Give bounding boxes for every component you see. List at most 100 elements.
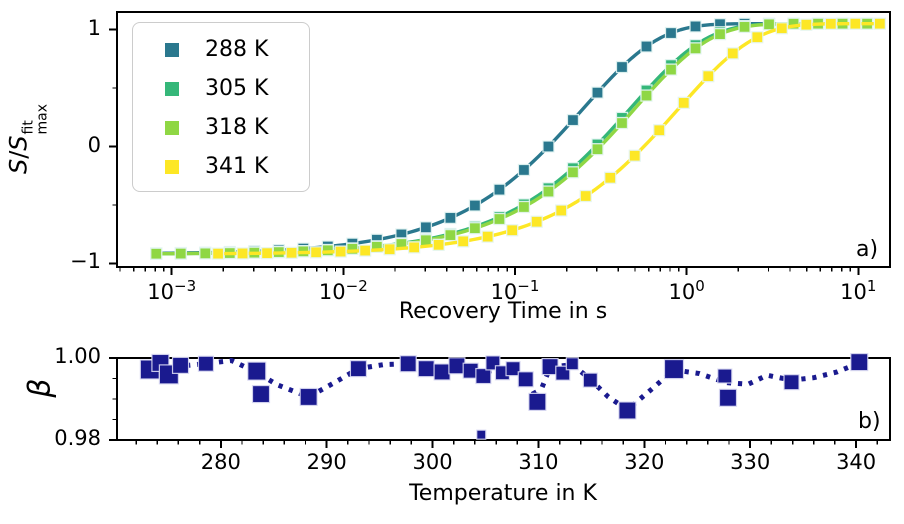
series-marker-341k [432, 238, 445, 251]
series-marker-341k [653, 124, 666, 137]
beta-dotted-line [142, 357, 861, 413]
beta-point [850, 353, 869, 372]
panel-a-y-tick-label: −1 [70, 249, 101, 274]
series-marker-318k [370, 240, 384, 253]
legend-label: 305 K [205, 76, 269, 101]
series-marker-318k [517, 200, 531, 214]
series-marker-288k [419, 221, 433, 234]
series-marker-288k [615, 60, 629, 74]
series-marker-341k [677, 96, 690, 110]
series-marker-288k [640, 40, 653, 53]
series-marker-318k [640, 89, 653, 102]
panel-a-x-tick-label: 10−2 [319, 277, 368, 304]
panel-b-x-tick-label: 340 [836, 450, 877, 474]
tick-exponent: −1 [517, 277, 540, 295]
series-marker-341k [506, 224, 519, 237]
series-marker-318k [591, 143, 604, 156]
beta-point [517, 371, 534, 388]
series-marker-318k [615, 116, 629, 130]
beta-point [349, 360, 368, 378]
beta-point [251, 384, 271, 404]
beta-point [171, 356, 190, 374]
panel-label-b: b) [858, 409, 881, 434]
tick-exponent: −3 [174, 277, 197, 295]
tick-base: 10 [668, 280, 696, 304]
series-marker-288k [444, 211, 457, 225]
panel-a-y-tick-label: 1 [87, 15, 101, 40]
series-marker-318k [419, 234, 433, 247]
panel-a-x-tick-label: 10−1 [491, 277, 540, 304]
panel-b-y-tick-label: 0.98 [54, 426, 101, 450]
legend-swatch-icon [165, 42, 179, 57]
panel-a-spines [116, 11, 891, 268]
series-marker-341k [824, 17, 837, 30]
series-marker-318k [493, 212, 506, 226]
series-marker-288k [566, 113, 580, 127]
legend-label: 288 K [205, 37, 269, 62]
legend-swatch-icon [165, 81, 179, 96]
series-marker-318k [444, 228, 457, 242]
beta-point [505, 361, 521, 377]
bottom-x-axis-label: Temperature in K [409, 481, 597, 506]
series-marker-318k [566, 166, 580, 179]
series-marker-288k [542, 140, 555, 153]
tick-exponent: 0 [695, 277, 705, 295]
panel-b-x-tick-label: 320 [624, 450, 665, 474]
series-marker-341k [285, 246, 298, 259]
top-x-axis-label: Recovery Time in s [398, 299, 608, 324]
tick-base: 10 [490, 280, 518, 304]
tick-base: 10 [840, 280, 867, 304]
series-marker-341k [579, 189, 592, 203]
panel-a-x-tick-label: 10−3 [147, 277, 196, 304]
tick-exponent: −2 [345, 277, 368, 295]
series-marker-341k [628, 149, 641, 162]
legend-swatch-icon [165, 120, 179, 135]
beta-point [299, 387, 318, 407]
series-marker-288k [664, 26, 678, 40]
panel-b-x-tick-label: 290 [306, 450, 347, 474]
panel-b-x-tick-label: 330 [730, 450, 771, 474]
series-marker-288k [591, 86, 604, 99]
series-marker-341k [873, 17, 887, 30]
series-marker-318k [346, 242, 359, 255]
series-marker-341k [457, 235, 470, 248]
tick-base: 10 [147, 280, 175, 304]
series-marker-318k [689, 42, 702, 55]
beta-point [528, 392, 547, 411]
series-marker-341k [383, 243, 396, 256]
beta-point [582, 372, 598, 388]
series-marker-341k [604, 171, 617, 184]
beta-point [618, 401, 637, 420]
series-marker-318k [762, 18, 776, 31]
ylabel-sub: max [34, 103, 51, 135]
series-marker-318k [150, 247, 163, 260]
ylabel-S1: S [4, 158, 33, 175]
beta-point [476, 429, 487, 440]
beta-point [475, 367, 492, 385]
ylabel-S2: S [4, 135, 33, 151]
legend-item-305k: 305 K [133, 69, 309, 108]
panel-b-x-tick-label: 310 [518, 450, 559, 474]
panel-label-a: a) [856, 237, 879, 262]
series-marker-341k [800, 18, 813, 31]
legend-swatch-icon [165, 159, 179, 174]
beta-point [399, 355, 417, 373]
legend-label: 341 K [205, 154, 269, 179]
beta-point [247, 361, 267, 381]
beta-point [448, 357, 466, 375]
bottom-y-axis-label: β [22, 378, 58, 398]
legend-item-318k: 318 K [133, 108, 309, 147]
ylabel-sup: fit [20, 120, 37, 135]
series-marker-318k [713, 27, 727, 41]
series-marker-341k [726, 47, 739, 60]
series-marker-288k [689, 20, 702, 33]
panel-a-x-tick-label: 101 [840, 277, 876, 304]
series-marker-341k [481, 230, 494, 243]
series-marker-341k [260, 247, 274, 260]
legend-item-288k: 288 K [133, 30, 309, 69]
series-marker-341k [849, 17, 862, 30]
series-marker-318k [542, 185, 555, 198]
ylabel-supsub: fit max [20, 103, 51, 135]
beta-point [718, 388, 738, 407]
